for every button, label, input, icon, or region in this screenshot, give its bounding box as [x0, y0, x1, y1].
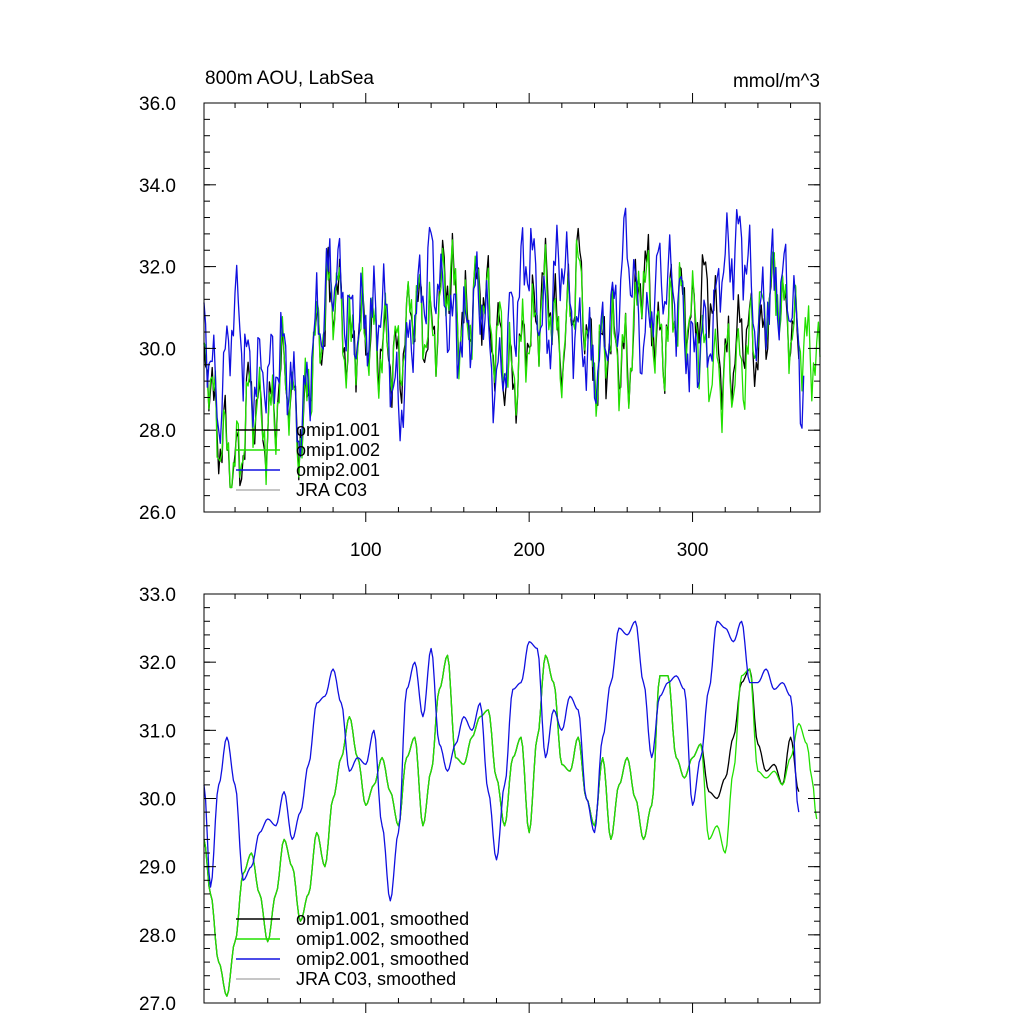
- top-series-group: [203, 207, 821, 489]
- legend-label: omip2.001: [296, 460, 380, 480]
- y-tick-label: 34.0: [139, 176, 176, 197]
- plot-frame: [203, 102, 821, 513]
- legend-label: omip1.001, smoothed: [296, 909, 469, 929]
- y-tick-label: 30.0: [139, 790, 176, 811]
- y-tick-label: 27.0: [139, 994, 176, 1015]
- legend-label: omip2.001, smoothed: [296, 949, 469, 969]
- y-tick-label: 26.0: [139, 503, 176, 524]
- y-tick-label: 29.0: [139, 858, 176, 879]
- bottom-axes: 27.0 28.0 29.0 30.0 31.0 32.0 33.0: [139, 584, 821, 1015]
- y-tick-label: 32.0: [139, 258, 176, 279]
- y-tick-label: 36.0: [139, 94, 176, 115]
- y-tick-label: 31.0: [139, 721, 176, 742]
- series-line-2: [203, 207, 805, 458]
- series-line-1: [203, 239, 821, 489]
- series-line-1: [203, 654, 818, 997]
- legend-label: JRA C03: [296, 480, 367, 500]
- top-axes: 26.0 28.0 30.0 32.0 34.0 36.0 100 200 300: [139, 93, 821, 561]
- legend-label: omip1.001: [296, 420, 380, 440]
- bottom-panel: 27.0 28.0 29.0 30.0 31.0 32.0 33.0 omip1.001, …: [139, 584, 821, 1015]
- legend-label: omip1.002, smoothed: [296, 929, 469, 949]
- y-tick-label: 30.0: [139, 339, 176, 360]
- units-label: mmol/m^3: [733, 71, 820, 92]
- y-tick-label: 33.0: [139, 585, 176, 606]
- series-line-2: [203, 620, 800, 902]
- y-tick-label: 28.0: [139, 421, 176, 442]
- top-panel: 800m AOU, LabSea mmol/m^3 26.0 28.0 30.0 32…: [139, 68, 821, 561]
- x-tick-label: 200: [513, 540, 545, 561]
- legend-label: JRA C03, smoothed: [296, 969, 456, 989]
- y-tick-label: 28.0: [139, 926, 176, 947]
- x-tick-label: 300: [677, 540, 709, 561]
- chart-title: 800m AOU, LabSea: [205, 68, 374, 89]
- y-tick-label: 32.0: [139, 653, 176, 674]
- legend-label: omip1.002: [296, 440, 380, 460]
- bottom-series-group: [203, 620, 818, 997]
- series-line-0: [203, 654, 800, 997]
- x-tick-label: 100: [350, 540, 382, 561]
